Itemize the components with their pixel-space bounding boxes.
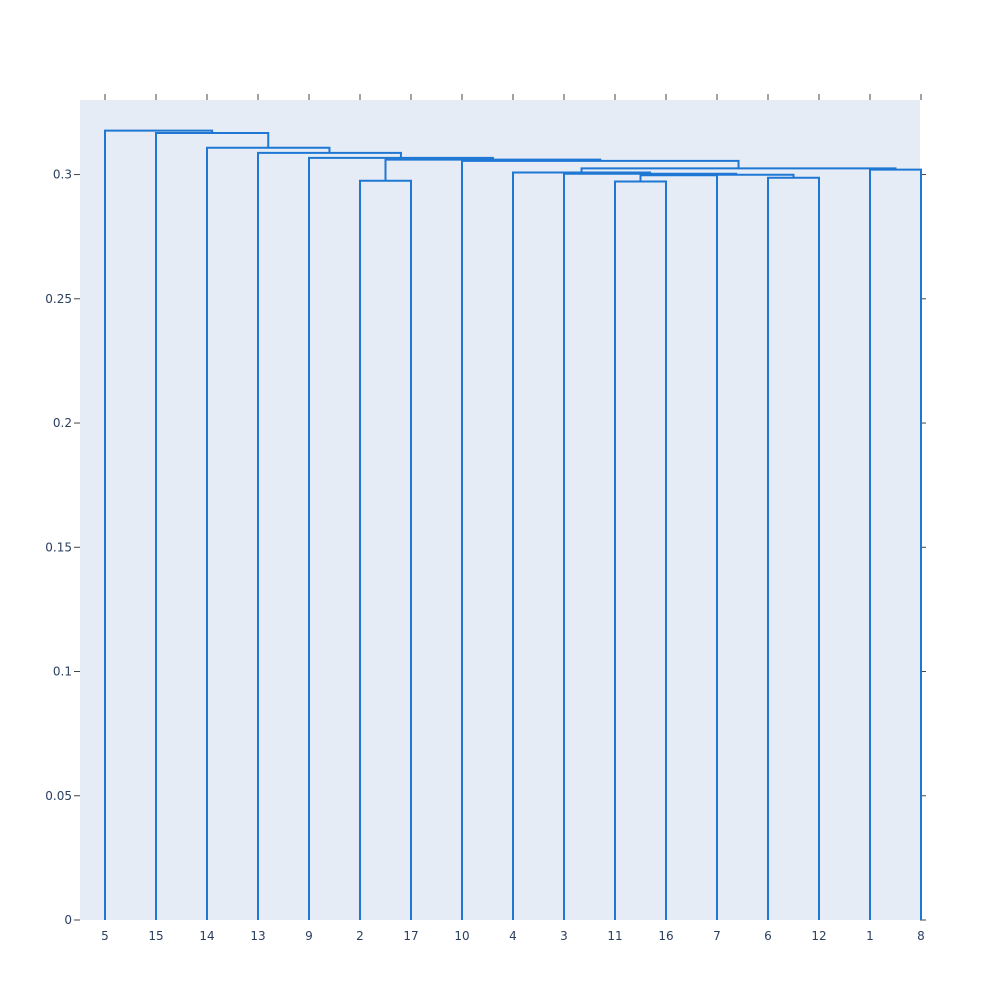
x-leaf-label: 5 bbox=[101, 929, 109, 943]
x-leaf-label: 17 bbox=[403, 929, 418, 943]
y-tick-label: 0.05 bbox=[45, 789, 72, 803]
dendrogram-link bbox=[869, 168, 922, 920]
x-axis: 5 15 14 13 9 2 17 10 4 3 11 16 7 6 12 1 8 bbox=[101, 929, 925, 943]
dendrogram-link bbox=[104, 129, 214, 920]
x-leaf-label: 13 bbox=[250, 929, 265, 943]
x-leaf-label: 11 bbox=[607, 929, 622, 943]
x-leaf-label: 9 bbox=[305, 929, 313, 943]
y-tick-label: 0.1 bbox=[53, 665, 72, 679]
x-leaf-label: 15 bbox=[148, 929, 163, 943]
y-axis: 0 0.05 0.1 0.15 0.2 0.25 0.3 bbox=[45, 168, 80, 927]
plot-background bbox=[80, 100, 920, 920]
x-leaf-label: 7 bbox=[713, 929, 721, 943]
x-leaf-label: 16 bbox=[658, 929, 673, 943]
x-leaf-label: 6 bbox=[764, 929, 772, 943]
dendrogram-links bbox=[104, 129, 922, 920]
y-tick-label: 0.2 bbox=[53, 416, 72, 430]
x-leaf-label: 2 bbox=[356, 929, 364, 943]
x-leaf-label: 14 bbox=[199, 929, 214, 943]
x-leaf-label: 12 bbox=[811, 929, 826, 943]
dendrogram-link bbox=[308, 156, 494, 920]
x-leaf-label: 1 bbox=[866, 929, 874, 943]
top-axis-ticks bbox=[104, 94, 922, 100]
x-leaf-label: 8 bbox=[917, 929, 925, 943]
dendrogram-link bbox=[767, 176, 820, 920]
x-leaf-label: 3 bbox=[560, 929, 568, 943]
x-leaf-label: 10 bbox=[454, 929, 469, 943]
y-tick-label: 0 bbox=[64, 913, 72, 927]
dendrogram-link bbox=[461, 159, 740, 920]
y-tick-label: 0.15 bbox=[45, 540, 72, 554]
y-tick-label: 0.25 bbox=[45, 292, 72, 306]
y-tick-label: 0.3 bbox=[53, 168, 72, 182]
x-leaf-label: 4 bbox=[509, 929, 517, 943]
dendrogram-link bbox=[512, 171, 652, 920]
dendrogram-link bbox=[359, 179, 412, 920]
